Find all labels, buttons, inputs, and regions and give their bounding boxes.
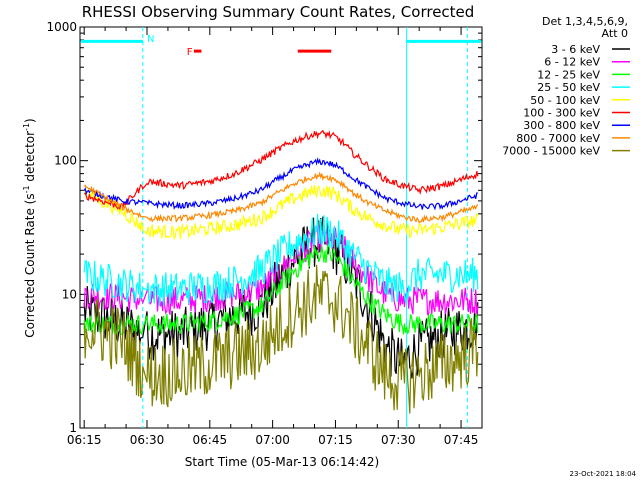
legend-label: 100 - 300 keV bbox=[523, 107, 600, 120]
series-line bbox=[83, 264, 479, 414]
flare-label: F bbox=[187, 47, 193, 58]
series-line bbox=[83, 242, 479, 336]
legend-label: 12 - 25 keV bbox=[537, 68, 600, 81]
series-line bbox=[83, 171, 479, 224]
y-axis-label: Corrected Count Rate (s-1 detector-1) bbox=[22, 118, 37, 337]
legend-label: 25 - 50 keV bbox=[537, 81, 600, 94]
y-tick-label: 100 bbox=[54, 154, 77, 168]
legend-label: 800 - 7000 keV bbox=[516, 132, 600, 145]
plot-frame bbox=[79, 26, 483, 429]
x-tick-label: 07:00 bbox=[255, 433, 290, 447]
timestamp: 23-Oct-2021 18:04 bbox=[570, 470, 637, 478]
series-line bbox=[84, 129, 479, 211]
legend-header: Det 1,3,4,5,6,9, bbox=[542, 15, 628, 28]
legend-header: Att 0 bbox=[602, 27, 628, 40]
legend-label: 300 - 800 keV bbox=[523, 119, 600, 132]
series-line bbox=[83, 213, 479, 307]
x-tick-label: 07:30 bbox=[381, 433, 416, 447]
night-label: N bbox=[147, 34, 154, 45]
legend-label: 50 - 100 keV bbox=[530, 94, 600, 107]
x-tick-label: 07:45 bbox=[444, 433, 479, 447]
series-line bbox=[83, 184, 479, 241]
legend-label: 6 - 12 keV bbox=[544, 56, 600, 69]
chart-title: RHESSI Observing Summary Count Rates, Co… bbox=[82, 3, 475, 21]
legend-label: 3 - 6 keV bbox=[551, 43, 600, 56]
x-tick-label: 06:30 bbox=[130, 433, 165, 447]
y-tick-label: 1 bbox=[69, 421, 77, 435]
x-tick-label: 07:15 bbox=[318, 433, 353, 447]
legend-label: 7000 - 15000 keV bbox=[502, 145, 600, 158]
y-tick-label: 1000 bbox=[46, 20, 77, 34]
x-axis-label: Start Time (05-Mar-13 06:14:42) bbox=[185, 455, 379, 469]
y-tick-label: 10 bbox=[62, 287, 77, 301]
x-tick-label: 06:15 bbox=[67, 433, 102, 447]
x-tick-label: 06:45 bbox=[193, 433, 228, 447]
series-line bbox=[83, 157, 478, 211]
plot-area: 1 10 100 1000 06:15 06:30 06:45 07:00 07:15 07:30… bbox=[46, 20, 483, 447]
